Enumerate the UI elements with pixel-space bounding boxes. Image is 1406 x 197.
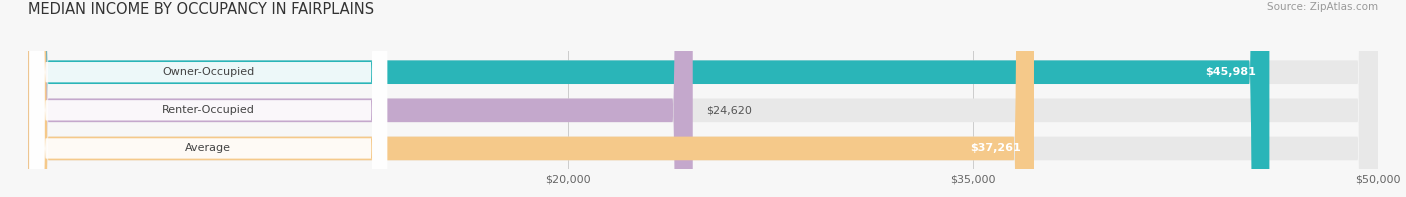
FancyBboxPatch shape	[28, 0, 1378, 197]
FancyBboxPatch shape	[28, 0, 1270, 197]
FancyBboxPatch shape	[30, 0, 387, 197]
Text: $37,261: $37,261	[970, 143, 1021, 153]
FancyBboxPatch shape	[30, 0, 387, 197]
Text: $45,981: $45,981	[1205, 67, 1256, 77]
FancyBboxPatch shape	[28, 0, 693, 197]
Text: Renter-Occupied: Renter-Occupied	[162, 105, 254, 115]
FancyBboxPatch shape	[30, 0, 387, 197]
FancyBboxPatch shape	[28, 0, 1378, 197]
Text: Source: ZipAtlas.com: Source: ZipAtlas.com	[1267, 2, 1378, 12]
Text: Owner-Occupied: Owner-Occupied	[162, 67, 254, 77]
FancyBboxPatch shape	[28, 0, 1033, 197]
Text: Average: Average	[186, 143, 232, 153]
FancyBboxPatch shape	[28, 0, 1378, 197]
Text: MEDIAN INCOME BY OCCUPANCY IN FAIRPLAINS: MEDIAN INCOME BY OCCUPANCY IN FAIRPLAINS	[28, 2, 374, 17]
Text: $24,620: $24,620	[706, 105, 752, 115]
